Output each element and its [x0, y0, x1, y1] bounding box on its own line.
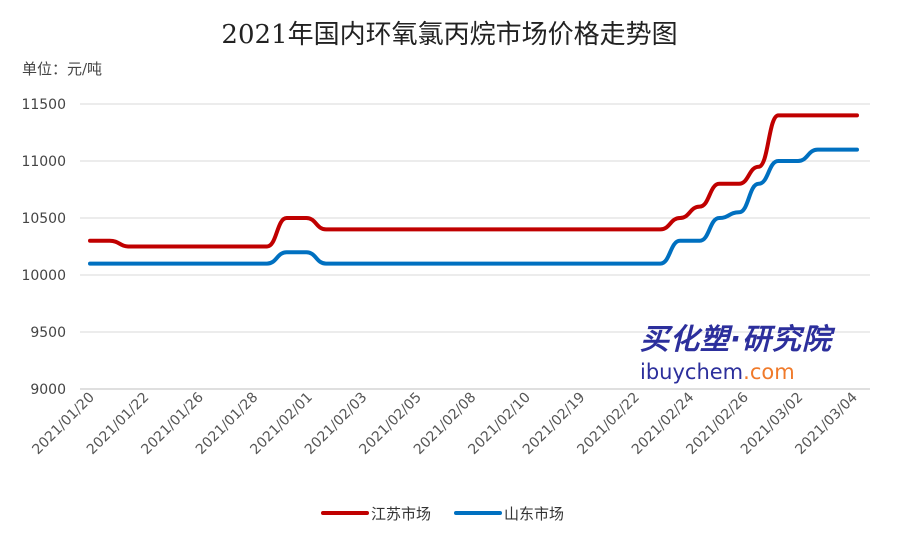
watermark-logo: 买化塑·研究院 ibuychem.com: [640, 316, 832, 384]
series-line-jiangsu: [88, 113, 859, 249]
chart-title: 2021年国内环氧氯丙烷市场价格走势图: [221, 20, 678, 50]
y-axis-ticks: 9000 9500 10000 10500 11000 11500: [21, 97, 66, 398]
watermark-en-suffix: .com: [743, 360, 795, 384]
y-tick-label: 9500: [30, 325, 66, 341]
unit-label: 单位：元/吨: [22, 60, 103, 78]
series-layer: [88, 113, 859, 266]
y-tick-label: 11500: [21, 97, 66, 113]
watermark-cn: 买化塑·研究院: [640, 322, 833, 356]
legend: 江苏市场 山东市场: [321, 505, 564, 523]
y-tick-label: 9000: [30, 382, 66, 398]
legend-label: 山东市场: [504, 505, 564, 523]
series-line-shandong: [88, 147, 859, 266]
y-tick-label: 11000: [21, 154, 66, 170]
watermark-en-main: ibuychem: [640, 360, 744, 384]
y-tick-label: 10000: [21, 268, 66, 284]
x-axis-ticks: 2021/01/202021/01/222021/01/262021/01/28…: [29, 389, 860, 457]
legend-label: 江苏市场: [371, 505, 431, 523]
y-tick-label: 10500: [21, 211, 66, 227]
grid-layer: [80, 103, 870, 390]
watermark-en: ibuychem.com: [640, 360, 832, 384]
